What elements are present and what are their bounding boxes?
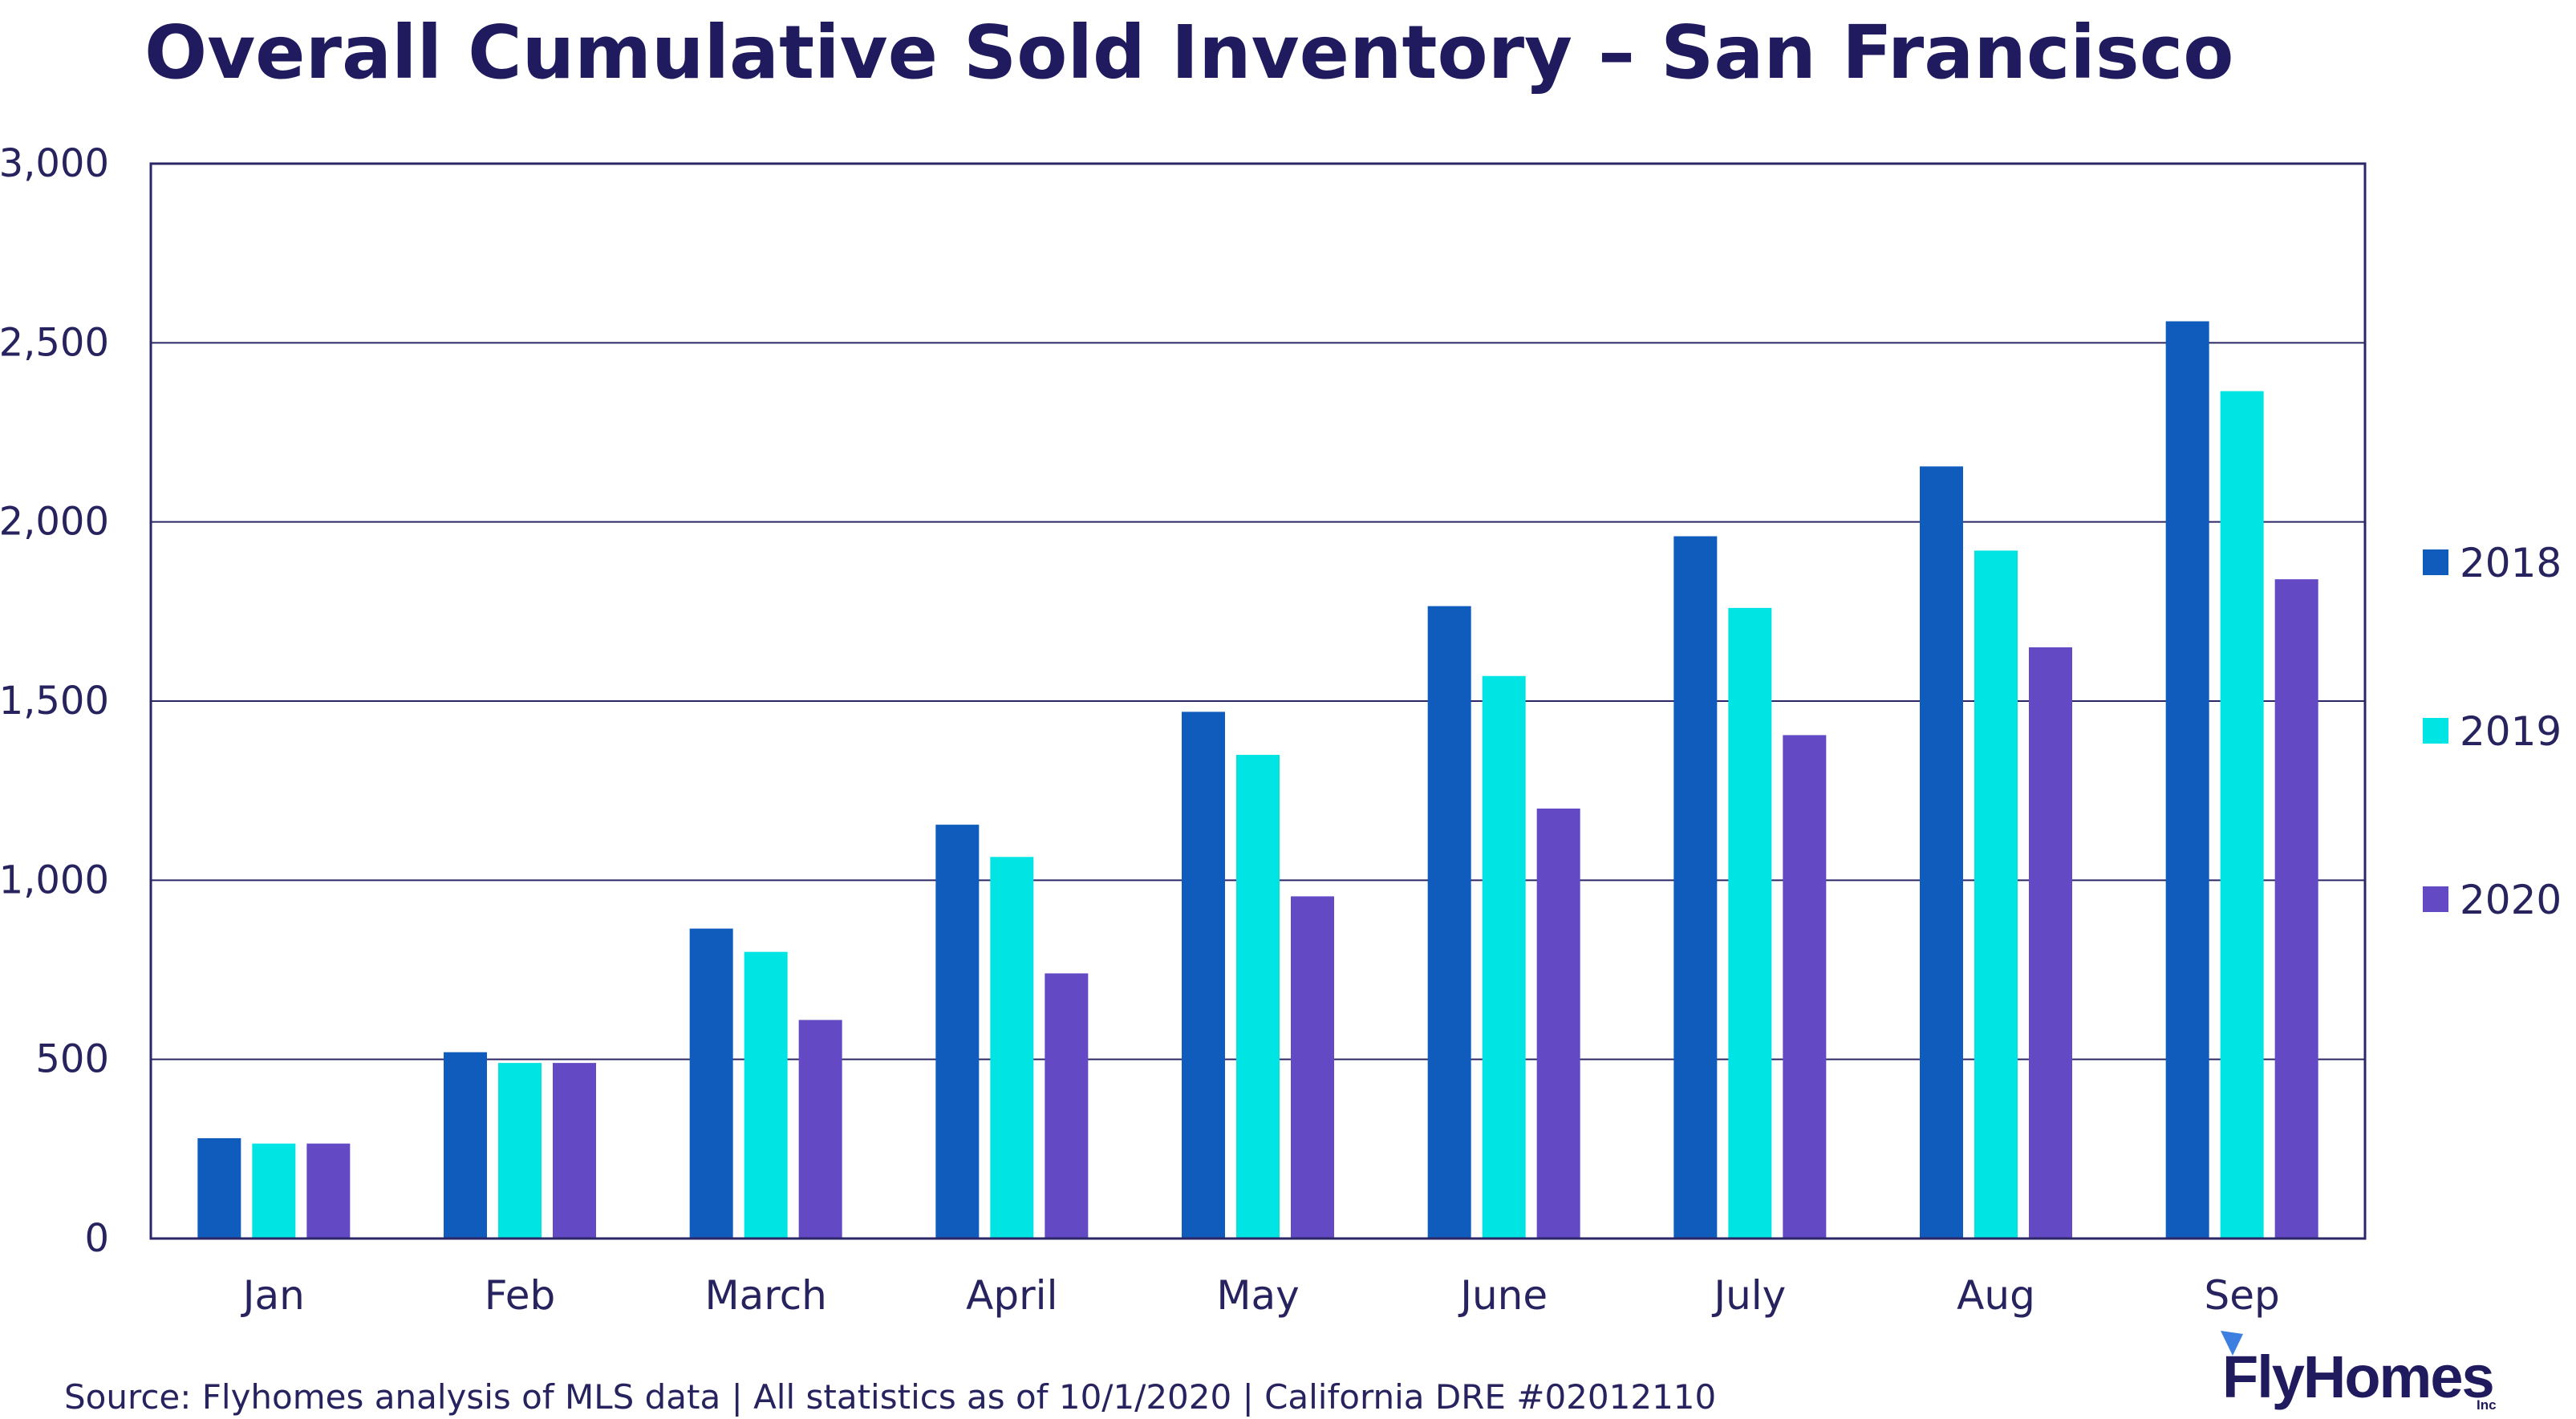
bar-2018-march bbox=[689, 928, 733, 1239]
legend-label: 2019 bbox=[2460, 708, 2562, 755]
x-axis-category-labels: Jan Feb March April May June July Aug Sep bbox=[241, 1272, 2280, 1319]
y-tick-label: 0 bbox=[84, 1216, 109, 1261]
x-category-label: May bbox=[1216, 1272, 1299, 1319]
bar-2019-aug bbox=[1974, 550, 2018, 1239]
y-tick-label: 1,000 bbox=[0, 857, 109, 902]
x-category-label: March bbox=[704, 1272, 826, 1319]
bar-2020-sep bbox=[2274, 579, 2318, 1239]
y-tick-label: 1,500 bbox=[0, 679, 109, 724]
bar-2020-feb bbox=[553, 1063, 596, 1239]
bar-2018-aug bbox=[1920, 466, 1963, 1239]
plot-frame bbox=[149, 162, 2367, 1240]
bar-2018-feb bbox=[444, 1052, 487, 1239]
y-tick-label: 3,000 bbox=[0, 141, 109, 186]
bar-2018-jan bbox=[197, 1137, 241, 1239]
bar-2019-march bbox=[744, 951, 788, 1239]
bar-2019-feb bbox=[498, 1063, 542, 1239]
bar-2020-aug bbox=[2029, 647, 2072, 1239]
legend: 2018 2019 2020 bbox=[2423, 540, 2562, 923]
x-category-label: June bbox=[1458, 1272, 1548, 1319]
legend-label: 2018 bbox=[2460, 540, 2562, 586]
y-tick-label: 2,000 bbox=[0, 500, 109, 545]
bar-2018-june bbox=[1427, 606, 1471, 1239]
bar-2020-june bbox=[1536, 809, 1580, 1239]
bar-2018-april bbox=[935, 825, 980, 1239]
bar-2019-june bbox=[1482, 675, 1526, 1239]
bar-2020-march bbox=[798, 1020, 842, 1239]
bar-2018-sep bbox=[2165, 321, 2209, 1239]
bar-2020-may bbox=[1291, 896, 1334, 1239]
flyhomes-logo: FlyHomes Inc bbox=[2221, 1331, 2497, 1413]
chart-title: Overall Cumulative Sold Inventory – San … bbox=[144, 10, 2233, 95]
y-tick-label: 500 bbox=[35, 1037, 109, 1082]
x-category-label: April bbox=[966, 1272, 1057, 1319]
bar-2019-may bbox=[1236, 755, 1280, 1239]
legend-label: 2020 bbox=[2460, 877, 2562, 923]
x-category-label: July bbox=[1711, 1272, 1786, 1319]
x-category-label: Aug bbox=[1957, 1272, 2035, 1319]
bar-2018-july bbox=[1673, 536, 1718, 1239]
bar-2018-may bbox=[1182, 712, 1225, 1239]
bar-2019-july bbox=[1728, 607, 1772, 1239]
legend-swatch-2019 bbox=[2423, 718, 2448, 744]
bars bbox=[197, 321, 2318, 1239]
bar-2020-july bbox=[1783, 735, 1827, 1239]
x-category-label: Feb bbox=[485, 1272, 556, 1319]
bar-2019-jan bbox=[252, 1143, 296, 1239]
legend-swatch-2018 bbox=[2423, 549, 2448, 575]
legend-swatch-2020 bbox=[2423, 886, 2448, 912]
logo-wordmark: FlyHomes bbox=[2222, 1344, 2493, 1410]
y-tick-label: 2,500 bbox=[0, 320, 109, 365]
y-axis-tick-labels: 0 500 1,000 1,500 2,000 2,500 3,000 bbox=[0, 141, 109, 1261]
logo-wing-icon bbox=[2221, 1331, 2243, 1356]
bar-2020-jan bbox=[306, 1143, 351, 1239]
bar-2019-sep bbox=[2220, 391, 2264, 1239]
bar-2019-april bbox=[990, 857, 1034, 1239]
x-category-label: Jan bbox=[241, 1272, 305, 1319]
logo-suffix: Inc bbox=[2477, 1397, 2497, 1413]
x-category-label: Sep bbox=[2205, 1272, 2280, 1319]
bar-2020-april bbox=[1045, 973, 1089, 1239]
source-note: Source: Flyhomes analysis of MLS data | … bbox=[64, 1377, 1716, 1417]
